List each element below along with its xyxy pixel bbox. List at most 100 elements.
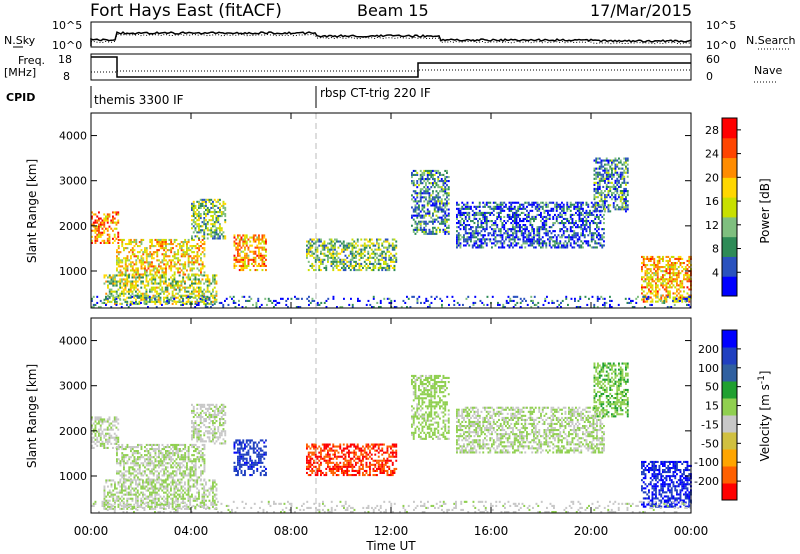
range-gate-cell <box>163 267 166 270</box>
range-gate-cell <box>138 464 141 467</box>
range-gate-cell <box>213 231 216 234</box>
range-gate-cell <box>311 264 314 267</box>
range-gate-cell <box>140 301 142 304</box>
range-gate-cell <box>372 250 375 253</box>
range-gate-cell <box>124 298 127 301</box>
range-gate-cell <box>435 230 438 233</box>
range-gate-cell <box>213 300 216 303</box>
range-gate-cell <box>150 290 153 293</box>
range-gate-cell <box>106 239 109 242</box>
range-gate-cell <box>616 198 619 201</box>
range-gate-cell <box>137 468 139 471</box>
range-gate-cell <box>600 206 603 209</box>
range-gate-cell <box>674 272 677 275</box>
range-gate-cell <box>430 301 433 304</box>
range-gate-cell <box>479 299 482 302</box>
range-gate-cell <box>112 211 114 214</box>
range-gate-cell <box>496 224 499 227</box>
range-gate-cell <box>517 215 520 218</box>
range-gate-cell <box>447 192 450 195</box>
range-gate-cell <box>115 284 118 287</box>
range-gate-cell <box>372 242 375 245</box>
range-gate-cell <box>478 211 481 214</box>
range-gate-cell <box>206 206 209 209</box>
range-gate-cell <box>123 247 125 250</box>
range-gate-cell <box>532 299 534 302</box>
range-gate-cell <box>166 452 169 455</box>
range-gate-cell <box>106 432 109 435</box>
range-gate-cell <box>170 474 173 477</box>
range-gate-cell <box>365 266 368 269</box>
range-gate-cell <box>133 470 136 473</box>
range-gate-cell <box>103 239 106 242</box>
range-gate-cell <box>557 242 560 245</box>
range-gate-cell <box>623 171 626 174</box>
range-gate-cell <box>128 472 131 475</box>
range-gate-cell <box>140 276 143 279</box>
range-gate-cell <box>365 238 368 241</box>
range-gate-cell <box>459 211 462 214</box>
range-gate-cell <box>127 306 130 309</box>
range-gate-cell <box>648 290 650 293</box>
range-gate-cell <box>555 217 558 220</box>
range-gate-cell <box>614 208 617 211</box>
range-gate-cell <box>196 208 199 211</box>
range-gate-cell <box>676 290 678 293</box>
range-gate-cell <box>587 211 590 214</box>
range-gate-cell <box>548 240 551 243</box>
range-gate-cell <box>135 276 137 279</box>
range-gate-cell <box>163 464 166 467</box>
range-gate-cell <box>265 248 267 251</box>
range-gate-cell <box>496 207 499 210</box>
range-gate-cell <box>538 242 541 245</box>
range-gate-cell <box>211 303 214 306</box>
range-gate-cell <box>154 290 157 293</box>
range-gate-cell <box>599 220 602 223</box>
range-gate-cell <box>679 296 682 299</box>
range-gate-cell <box>595 157 598 160</box>
range-gate-cell <box>170 276 172 279</box>
range-gate-cell <box>342 240 345 243</box>
range-gate-cell <box>249 250 252 253</box>
range-gate-cell <box>496 215 499 218</box>
range-gate-cell <box>547 234 549 237</box>
range-gate-cell <box>418 208 420 211</box>
range-gate-cell <box>411 295 414 298</box>
range-gate-cell <box>522 236 525 239</box>
range-gate-cell <box>180 263 183 266</box>
range-gate-cell <box>126 276 129 279</box>
range-gate-cell <box>108 290 111 293</box>
range-gate-cell <box>604 190 606 193</box>
range-gate-cell <box>327 258 329 261</box>
range-gate-cell <box>105 303 107 306</box>
range-gate-cell <box>538 236 541 239</box>
range-gate-cell <box>113 438 116 441</box>
range-gate-cell <box>603 205 605 208</box>
range-gate-cell <box>131 454 134 457</box>
range-gate-cell <box>330 264 333 267</box>
range-gate-cell <box>94 442 97 445</box>
range-gate-cell <box>578 205 581 208</box>
range-gate-cell <box>203 204 206 207</box>
range-gate-cell <box>468 207 471 210</box>
range-gate-cell <box>117 294 120 297</box>
range-gate-cell <box>164 282 167 285</box>
range-gate-cell <box>164 276 167 279</box>
range-gate-cell <box>621 181 624 184</box>
range-gate-cell <box>339 260 342 263</box>
range-gate-cell <box>412 228 415 231</box>
range-gate-cell <box>235 264 238 267</box>
range-gate-cell <box>152 267 155 270</box>
range-gate-cell <box>370 262 373 265</box>
range-gate-cell <box>471 244 474 247</box>
range-gate-cell <box>99 434 102 437</box>
range-gate-cell <box>499 220 502 223</box>
range-gate-cell <box>307 260 310 263</box>
range-gate-cell <box>116 462 118 465</box>
range-gate-cell <box>192 282 195 285</box>
range-gate-cell <box>263 234 266 237</box>
range-gate-cell <box>670 264 673 267</box>
range-gate-cell <box>203 237 206 240</box>
range-gate-cell <box>112 276 115 279</box>
range-gate-cell <box>594 201 597 204</box>
